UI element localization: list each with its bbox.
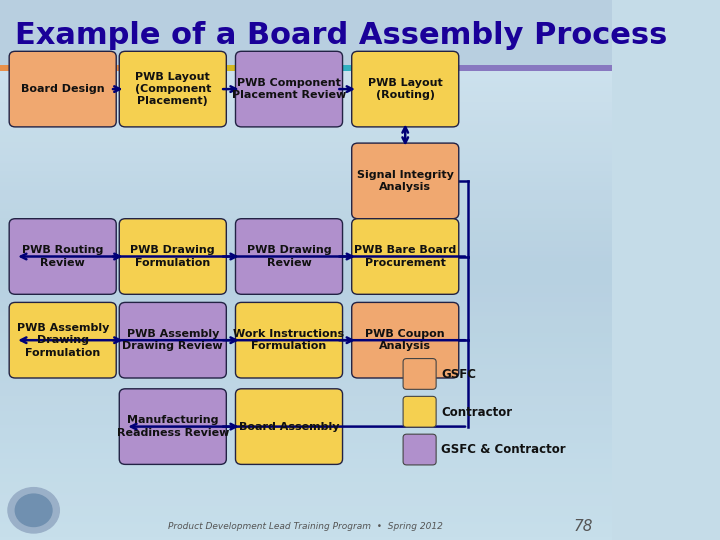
FancyBboxPatch shape	[235, 302, 343, 378]
Text: PWB Coupon
Analysis: PWB Coupon Analysis	[366, 329, 445, 352]
FancyBboxPatch shape	[403, 359, 436, 389]
Text: PWB Bare Board
Procurement: PWB Bare Board Procurement	[354, 245, 456, 268]
Text: PWB Drawing
Formulation: PWB Drawing Formulation	[130, 245, 215, 268]
Text: PWB Component
Placement Review: PWB Component Placement Review	[232, 78, 346, 100]
Text: PWB Routing
Review: PWB Routing Review	[22, 245, 104, 268]
FancyBboxPatch shape	[235, 219, 343, 294]
Text: PWB Assembly
Drawing Review: PWB Assembly Drawing Review	[122, 329, 223, 352]
Text: Signal Integrity
Analysis: Signal Integrity Analysis	[357, 170, 454, 192]
FancyBboxPatch shape	[351, 302, 459, 378]
Text: Board Assembly: Board Assembly	[239, 422, 339, 431]
Text: PWB Layout
(Routing): PWB Layout (Routing)	[368, 78, 443, 100]
Bar	[153, 65, 306, 71]
Text: Manufacturing
Readiness Review: Manufacturing Readiness Review	[117, 415, 229, 438]
Circle shape	[8, 488, 59, 533]
FancyBboxPatch shape	[120, 302, 226, 378]
FancyBboxPatch shape	[403, 434, 436, 465]
Text: GSFC & Contractor: GSFC & Contractor	[441, 443, 566, 456]
Text: 78: 78	[574, 519, 593, 534]
FancyBboxPatch shape	[403, 396, 436, 427]
FancyBboxPatch shape	[9, 219, 116, 294]
Text: Board Design: Board Design	[21, 84, 104, 94]
Text: PWB Drawing
Review: PWB Drawing Review	[247, 245, 331, 268]
Text: GSFC: GSFC	[441, 368, 476, 381]
Bar	[0, 65, 153, 71]
Text: Example of a Board Assembly Process: Example of a Board Assembly Process	[15, 21, 667, 50]
FancyBboxPatch shape	[120, 51, 226, 127]
FancyBboxPatch shape	[235, 389, 343, 464]
FancyBboxPatch shape	[120, 219, 226, 294]
FancyBboxPatch shape	[9, 302, 116, 378]
Text: Work Instructions
Formulation: Work Instructions Formulation	[233, 329, 345, 352]
FancyBboxPatch shape	[351, 51, 459, 127]
FancyBboxPatch shape	[351, 143, 459, 219]
Text: Contractor: Contractor	[441, 406, 512, 419]
FancyBboxPatch shape	[9, 51, 116, 127]
Bar	[306, 65, 459, 71]
Text: PWB Layout
(Component
Placement): PWB Layout (Component Placement)	[135, 72, 211, 106]
FancyBboxPatch shape	[120, 389, 226, 464]
FancyBboxPatch shape	[235, 51, 343, 127]
FancyBboxPatch shape	[0, 0, 612, 68]
Circle shape	[15, 494, 52, 526]
Text: PWB Assembly
Drawing
Formulation: PWB Assembly Drawing Formulation	[17, 323, 109, 357]
FancyBboxPatch shape	[351, 219, 459, 294]
Text: Product Development Lead Training Program  •  Spring 2012: Product Development Lead Training Progra…	[168, 522, 444, 531]
Bar	[459, 65, 612, 71]
